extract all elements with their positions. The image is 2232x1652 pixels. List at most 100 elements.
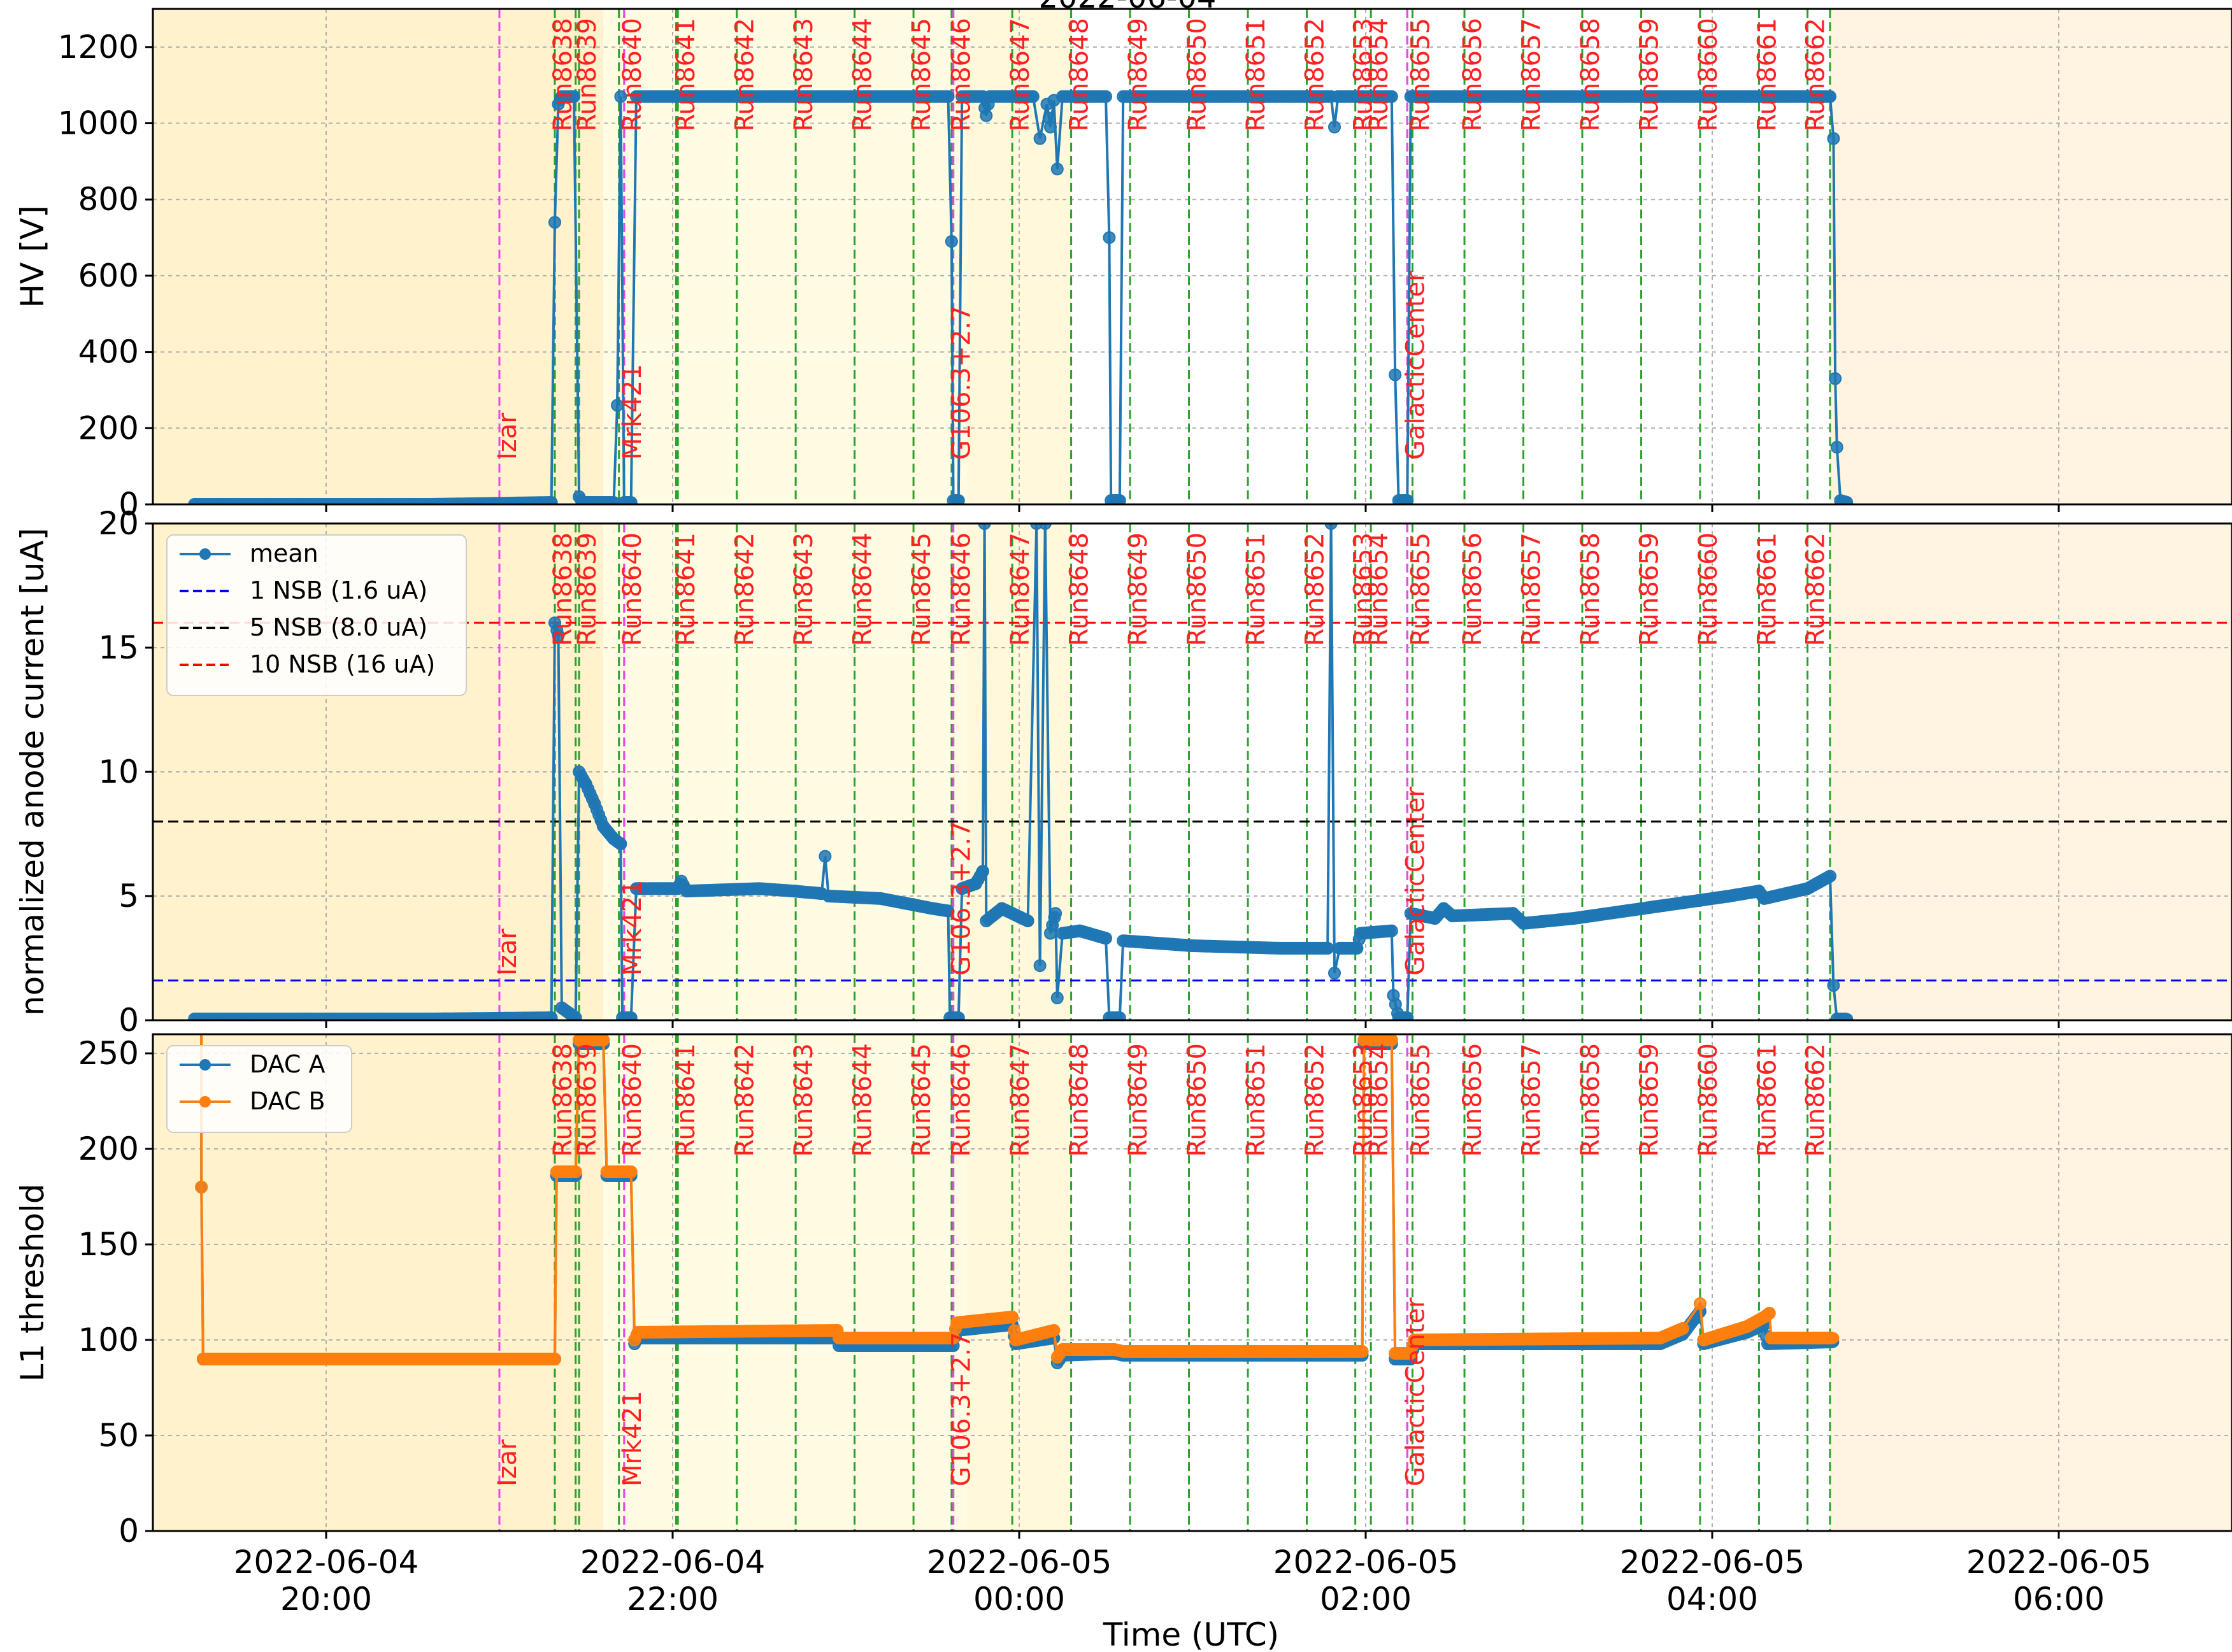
data-point xyxy=(614,837,627,851)
run-label: Run8657 xyxy=(1517,532,1547,646)
data-point xyxy=(624,1011,638,1020)
data-point xyxy=(569,1011,582,1020)
source-label: Mrk421 xyxy=(618,1391,647,1486)
source-label: G106.3+2.7 xyxy=(947,305,976,460)
run-label: Run8649 xyxy=(1124,1043,1153,1157)
run-label: Run8648 xyxy=(1065,532,1094,646)
y-tick-label: 5 xyxy=(118,878,139,915)
source-label: GalacticCenter xyxy=(1401,787,1430,976)
run-label: Run8658 xyxy=(1576,532,1605,646)
data-point xyxy=(552,629,565,642)
y-tick-label: 150 xyxy=(78,1226,139,1263)
source-label: GalacticCenter xyxy=(1401,1297,1430,1486)
data-point xyxy=(1842,497,1854,504)
run-label: Run8638 xyxy=(548,18,578,132)
run-label: Run8644 xyxy=(848,1043,878,1157)
legend-label: 1 NSB (1.6 uA) xyxy=(250,576,427,604)
source-label: G106.3+2.7 xyxy=(947,821,976,976)
data-point xyxy=(1389,368,1402,381)
x-tick-label-time: 02:00 xyxy=(1320,1581,1412,1618)
data-point xyxy=(1021,915,1034,927)
data-point xyxy=(548,216,561,229)
legend-label: DAC A xyxy=(250,1050,326,1078)
x-tick-label-time: 06:00 xyxy=(2013,1581,2105,1618)
data-point xyxy=(1385,924,1398,937)
legend-marker xyxy=(199,1096,211,1107)
run-label: Run8640 xyxy=(618,1043,647,1157)
run-label: Run8642 xyxy=(731,1043,760,1157)
y-tick-label: 600 xyxy=(78,257,139,294)
data-point xyxy=(568,90,580,103)
run-label: Run8646 xyxy=(947,18,976,132)
run-label: Run8648 xyxy=(1065,18,1094,132)
run-label: Run8645 xyxy=(907,18,936,132)
run-label: Run8649 xyxy=(1124,532,1153,646)
data-point xyxy=(1356,1345,1369,1358)
data-point xyxy=(1047,1324,1061,1337)
run-label: Run8645 xyxy=(907,532,936,646)
run-label: Run8650 xyxy=(1183,18,1212,132)
run-label: Run8639 xyxy=(573,18,602,132)
data-point xyxy=(1401,494,1414,504)
run-label: Run8656 xyxy=(1458,532,1487,646)
run-label: Run8651 xyxy=(1241,18,1271,132)
data-point xyxy=(1830,441,1843,454)
run-label: Run8651 xyxy=(1241,1043,1271,1157)
run-label: Run8658 xyxy=(1576,18,1605,132)
run-label: Run8641 xyxy=(671,1043,701,1157)
y-tick-label: 0 xyxy=(118,486,139,523)
data-point xyxy=(819,850,832,863)
data-point xyxy=(1044,120,1057,134)
data-point xyxy=(624,1165,638,1178)
shading-band xyxy=(153,9,604,504)
y-tick-label: 1000 xyxy=(58,105,139,142)
source-label: G106.3+2.7 xyxy=(947,1332,976,1486)
run-label: Run8642 xyxy=(731,18,760,132)
series-group xyxy=(188,90,1854,504)
run-label: Run8661 xyxy=(1752,1043,1782,1157)
legend-label: 10 NSB (16 uA) xyxy=(250,650,435,678)
y-tick-label: 0 xyxy=(118,1002,139,1039)
y-tick-label: 0 xyxy=(118,1513,139,1549)
x-tick-label-date: 2022-06-05 xyxy=(1273,1544,1459,1581)
shading-band xyxy=(1829,1034,2232,1531)
data-point xyxy=(1829,372,1842,385)
run-label: Run8643 xyxy=(789,18,819,132)
data-point xyxy=(1321,941,1334,955)
run-label: Run8645 xyxy=(907,1043,936,1157)
run-label: Run8652 xyxy=(1301,1043,1330,1157)
data-point xyxy=(1694,1297,1706,1310)
data-point xyxy=(611,399,624,412)
data-point xyxy=(952,1011,965,1020)
legend-label: 5 NSB (8.0 uA) xyxy=(250,613,427,641)
data-point xyxy=(945,235,958,248)
data-point xyxy=(1328,966,1341,979)
data-point xyxy=(976,865,989,878)
legend-marker xyxy=(199,1059,211,1071)
y-tick-label: 400 xyxy=(78,334,139,371)
y-tick-label: 200 xyxy=(78,409,139,446)
run-label: Run8659 xyxy=(1635,532,1664,646)
run-label: Run8660 xyxy=(1694,1043,1723,1157)
y-axis-label: HV [V] xyxy=(14,206,51,308)
run-label: Run8644 xyxy=(848,18,878,132)
data-point xyxy=(1676,1322,1689,1335)
source-label: Izar xyxy=(493,413,522,460)
data-point xyxy=(545,496,558,504)
shading-band xyxy=(1829,9,2232,504)
data-point xyxy=(1827,132,1840,145)
series-group xyxy=(188,523,1854,1020)
data-point xyxy=(1006,1311,1019,1323)
y-tick-label: 800 xyxy=(78,181,139,218)
run-label: Run8661 xyxy=(1752,18,1782,132)
run-label: Run8655 xyxy=(1406,1043,1435,1157)
x-tick-label-date: 2022-06-05 xyxy=(1966,1544,2152,1581)
data-point xyxy=(1828,1332,1840,1344)
y-tick-label: 10 xyxy=(98,753,139,790)
run-label: Run8658 xyxy=(1576,1043,1605,1157)
run-label: Run8653 xyxy=(1349,18,1378,132)
run-label: Run8659 xyxy=(1635,1043,1664,1157)
run-label: Run8646 xyxy=(947,532,976,646)
